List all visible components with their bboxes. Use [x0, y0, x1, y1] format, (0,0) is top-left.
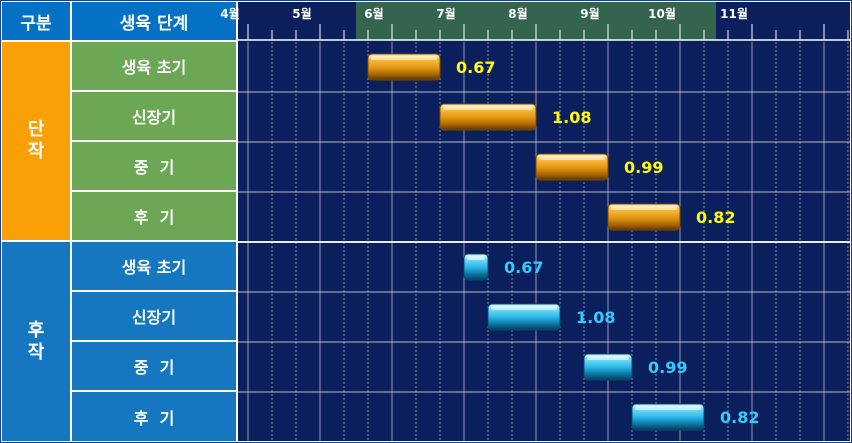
- stage-value-label: 1.08: [576, 308, 615, 327]
- stage-value-label: 0.99: [624, 158, 663, 177]
- group-label-bottom: 작: [27, 341, 45, 363]
- stage-bar-group: 0.67: [367, 53, 495, 81]
- stage-label: 중 기: [133, 358, 175, 377]
- month-label: 9월: [580, 6, 599, 21]
- stage-value-label: 0.67: [504, 258, 543, 277]
- month-label: 6월: [364, 6, 383, 21]
- stage-value-label: 0.82: [720, 408, 759, 427]
- header-stage-cell: 생육 단계: [72, 2, 236, 40]
- stage-label-cell: 생육 초기: [72, 242, 236, 290]
- group-label-top: 단: [27, 119, 45, 140]
- stage-value-label: 0.99: [648, 358, 687, 377]
- stage-bar-highlight: [443, 106, 533, 110]
- stage-bar-group: 0.67: [463, 253, 543, 281]
- stage-bar: [631, 403, 705, 431]
- stage-bar-group: 0.99: [535, 153, 663, 181]
- stage-label: 중 기: [133, 158, 175, 177]
- stage-bar-group: 0.82: [631, 403, 759, 431]
- chart-background: [238, 2, 850, 441]
- month-label: 11월: [720, 6, 748, 21]
- header-category-label: 구분: [20, 13, 52, 34]
- stage-bar: [583, 353, 633, 381]
- month-label: 10월: [648, 6, 676, 21]
- stage-label-cell: 신장기: [72, 292, 236, 340]
- stage-bar: [487, 303, 561, 331]
- stage-bar-highlight: [467, 256, 485, 260]
- stage-bar: [439, 103, 537, 131]
- stage-bar-highlight: [587, 356, 629, 360]
- stage-bar-group: 0.99: [583, 353, 687, 381]
- month-label: 5월: [292, 6, 311, 21]
- header-stage-label: 생육 단계: [119, 13, 189, 34]
- stage-bar-highlight: [371, 56, 437, 60]
- stage-label-cell: 생육 초기: [72, 42, 236, 90]
- stage-label-cell: 중 기: [72, 342, 236, 390]
- stage-bar-highlight: [635, 406, 701, 410]
- stage-bar: [535, 153, 609, 181]
- stage-bar: [607, 203, 681, 231]
- stage-bar-group: 1.08: [487, 303, 615, 331]
- stage-label-cell: 신장기: [72, 92, 236, 140]
- stage-label: 생육 초기: [121, 258, 187, 277]
- stage-label-cell: 후 기: [72, 192, 236, 240]
- group-label-top: 후: [27, 319, 45, 341]
- stage-bar: [463, 253, 489, 281]
- group-label-bottom: 작: [27, 141, 45, 162]
- stage-value-label: 0.67: [456, 58, 495, 77]
- stage-label: 생육 초기: [121, 58, 187, 77]
- stage-label: 후 기: [133, 408, 175, 428]
- stage-bar-highlight: [491, 306, 557, 310]
- stage-value-label: 1.08: [552, 108, 591, 127]
- month-label: 4월: [220, 6, 239, 21]
- month-label: 7월: [436, 6, 455, 21]
- stage-label: 신장기: [131, 108, 177, 127]
- month-label: 8월: [508, 6, 527, 21]
- stage-value-label: 0.82: [696, 208, 735, 227]
- stage-label-cell: 중 기: [72, 142, 236, 190]
- group-label-danjak: 단 작: [2, 42, 70, 240]
- header-category-cell: 구분: [2, 2, 70, 40]
- stage-bar-group: 0.82: [607, 203, 735, 231]
- stage-label: 후 기: [133, 208, 175, 227]
- stage-label-cell: 후 기: [72, 392, 236, 441]
- stage-bar: [367, 53, 441, 81]
- stage-bar-highlight: [611, 206, 677, 210]
- stage-label: 신장기: [131, 308, 177, 327]
- stage-bar-group: 1.08: [439, 103, 591, 131]
- group-label-hujak: 후 작: [2, 242, 70, 441]
- stage-bar-highlight: [539, 156, 605, 160]
